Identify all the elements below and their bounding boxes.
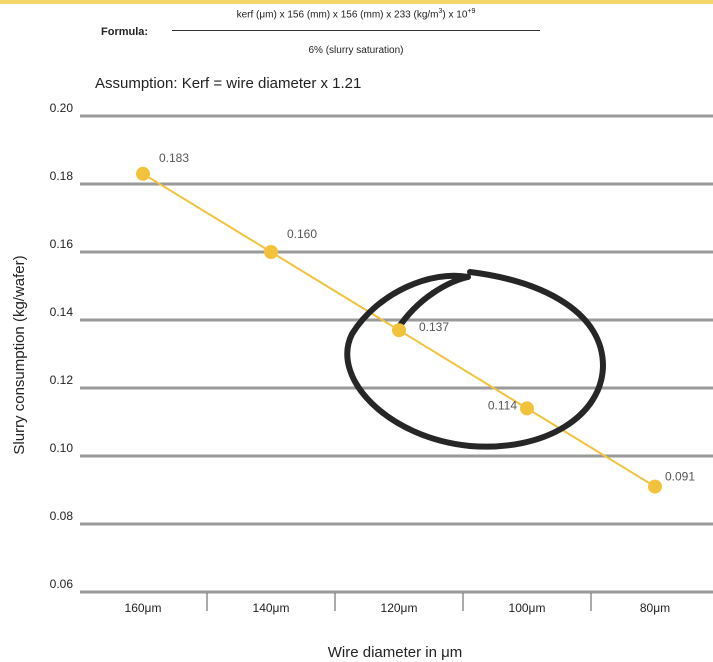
x-axis-label: Wire diameter in μm — [328, 644, 463, 661]
data-label: 0.137 — [419, 320, 449, 334]
x-tick-label: 140μm — [253, 601, 290, 615]
x-tick-label: 120μm — [381, 601, 418, 615]
data-points — [136, 166, 662, 494]
formula-numerator-part1: kerf (μm) x 156 (mm) x 156 (mm) x 233 (k… — [236, 9, 439, 21]
top-accent-band — [0, 0, 713, 4]
data-point — [648, 479, 662, 494]
y-axis-label: Slurry consumption (kg/wafer) — [11, 255, 28, 454]
x-tick-label: 160μm — [125, 601, 162, 615]
formula-numerator: kerf (μm) x 156 (mm) x 156 (mm) x 233 (k… — [172, 8, 540, 20]
y-tick-label: 0.20 — [50, 101, 74, 115]
y-tick-label: 0.14 — [50, 305, 74, 319]
x-tick-labels: 160μm 140μm 120μm 100μm 80μm — [125, 601, 671, 615]
hand-drawn-circle-annotation — [344, 269, 606, 450]
y-tick-labels: 0.06 0.08 0.10 0.12 0.14 0.16 0.18 0.20 — [50, 101, 74, 591]
formula-numerator-sup1: 3 — [438, 8, 443, 15]
y-tick-label: 0.16 — [50, 237, 74, 251]
formula-numerator-part2: ) x 10 — [442, 9, 468, 21]
y-tick-label: 0.06 — [50, 577, 74, 591]
formula-denominator: 6% (slurry saturation) — [308, 45, 404, 56]
x-tick-label: 80μm — [640, 601, 670, 615]
y-tick-label: 0.18 — [50, 169, 74, 183]
data-label: 0.114 — [488, 398, 517, 412]
assumption-text: Assumption: Kerf = wire diameter x 1.21 — [95, 75, 362, 92]
data-point — [392, 323, 406, 338]
formula-label: Formula: — [101, 26, 149, 38]
data-point — [520, 401, 534, 416]
x-tick-label: 100μm — [509, 601, 546, 615]
data-label: 0.183 — [159, 151, 189, 165]
hand-drawn-circle — [344, 269, 606, 450]
y-tick-label: 0.10 — [50, 441, 74, 455]
formula-fraction-bar — [172, 30, 540, 31]
x-separators — [206, 593, 592, 611]
formula-numerator-sup2: +9 — [467, 8, 476, 15]
data-point — [136, 166, 150, 181]
data-point — [264, 245, 278, 259]
y-tick-label: 0.08 — [50, 509, 74, 523]
y-tick-label: 0.12 — [50, 373, 74, 387]
gridlines — [80, 114, 713, 594]
data-labels: 0.183 0.160 0.137 0.114 0.091 — [159, 151, 695, 484]
data-label: 0.160 — [287, 227, 317, 241]
data-label: 0.091 — [665, 470, 695, 484]
